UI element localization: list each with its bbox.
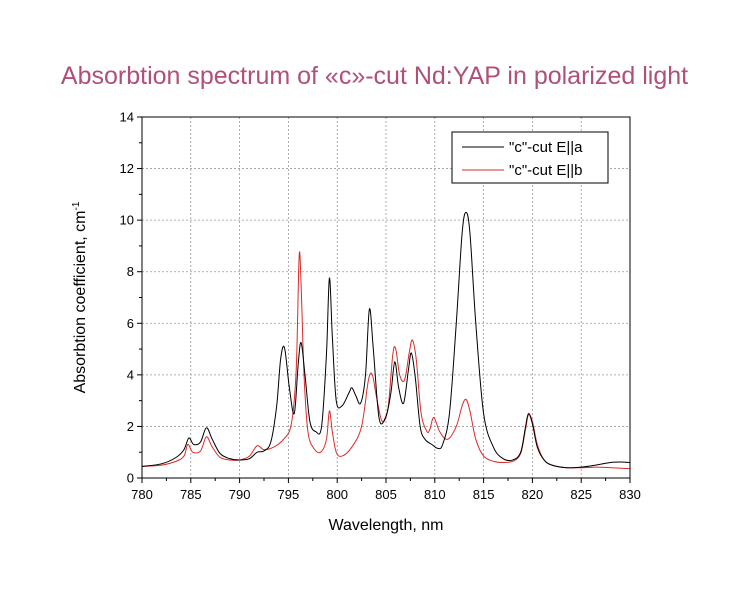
y-tick-label: 12 (120, 161, 134, 176)
y-axis-title: Absorbtion coefficient, cm-1 (71, 201, 89, 393)
x-tick-label: 820 (522, 487, 544, 502)
legend-label-ella: "c"-cut E||a (509, 139, 583, 156)
x-tick-label: 780 (131, 487, 153, 502)
series-line-ella (141, 211, 631, 469)
x-tick-label: 815 (473, 487, 495, 502)
x-tick-label: 785 (180, 487, 202, 502)
x-tick-label: 825 (570, 487, 592, 502)
y-tick-label: 4 (127, 367, 134, 382)
x-tick-label: 830 (619, 487, 641, 502)
axis-ticks (137, 116, 631, 483)
x-axis-title: Wavelength, nm (328, 517, 443, 534)
y-tick-label: 0 (127, 471, 134, 486)
y-axis-title-base: Absorbtion coefficient, cm (72, 211, 89, 394)
legend-label-ellb: "c"-cut E||b (509, 162, 582, 179)
x-tick-label: 810 (424, 487, 446, 502)
legend: "c"-cut E||a "c"-cut E||b (451, 131, 609, 184)
y-axis-title-superscript: -1 (71, 201, 82, 210)
y-tick-label: 6 (127, 316, 134, 331)
x-tick-label: 790 (229, 487, 251, 502)
legend-box (451, 131, 609, 184)
page-title: Absorbtion spectrum of «c»-cut Nd:YAP in… (60, 62, 689, 90)
x-tick-label: 800 (326, 487, 348, 502)
x-tick-label: 795 (278, 487, 300, 502)
y-tick-label: 14 (120, 110, 134, 125)
axis-tick-labels: 780 785 790 795 800 805 810 815 820 825 8300246810… (120, 110, 641, 503)
y-tick-label: 2 (127, 419, 134, 434)
x-tick-label: 805 (375, 487, 397, 502)
series-line-ellb (141, 251, 631, 470)
series-layer (141, 211, 631, 470)
y-tick-label: 10 (120, 213, 134, 228)
y-tick-label: 8 (127, 264, 134, 279)
